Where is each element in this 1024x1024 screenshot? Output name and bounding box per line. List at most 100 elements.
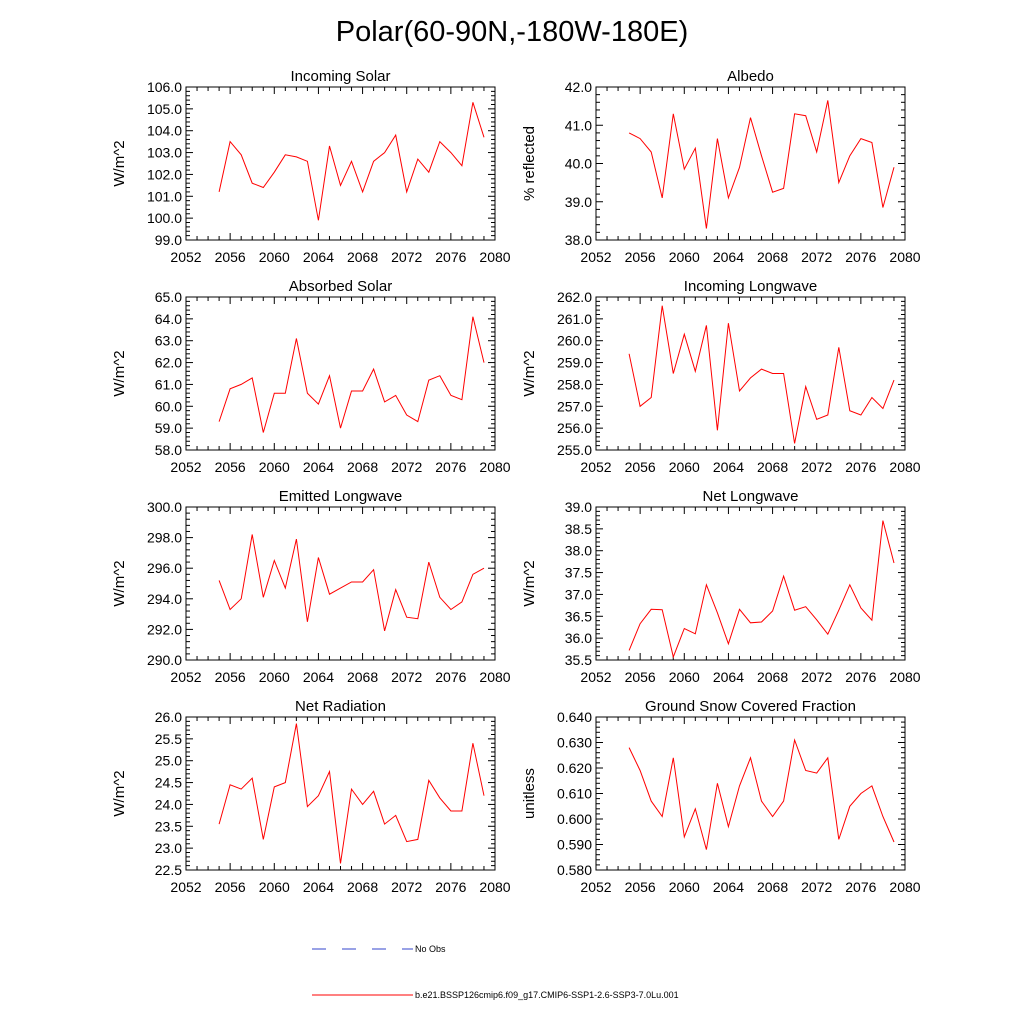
x-tick-label: 2060 (259, 459, 290, 475)
x-tick-label: 2052 (170, 459, 201, 475)
x-tick-label: 2052 (580, 879, 611, 895)
y-tick-label: 22.5 (155, 862, 182, 878)
x-tick-label: 2060 (259, 249, 290, 265)
y-tick-label: 259.0 (557, 355, 592, 371)
series-line (218, 723, 485, 864)
panel-incoming-solar: Incoming Solar W/m^2 2052 2056 2060 2064 2068 2… (111, 68, 511, 265)
x-tick-label: 2068 (347, 249, 378, 265)
panel-albedo: Albedo % reflected 2052 2056 2060 2064 2068 207… (521, 68, 921, 265)
x-tick-label: 2068 (347, 459, 378, 475)
series-line (218, 534, 485, 632)
y-axis-label: % reflected (521, 126, 538, 201)
y-tick-label: 65.0 (155, 289, 182, 305)
y-tick-label: 39.0 (565, 499, 592, 515)
x-tick-label: 2068 (347, 879, 378, 895)
plot-frame (595, 86, 906, 241)
panel-absorbed-solar: Absorbed Solar W/m^2 2052 2056 2060 2064 2068 2… (111, 278, 511, 475)
x-tick-label: 2064 (713, 459, 744, 475)
series-line (218, 102, 485, 221)
panel-title: Incoming Solar (290, 68, 390, 85)
panel-ground-snow-covered-fraction: Ground Snow Covered Fraction unitless 2052… (521, 698, 921, 895)
y-tick-label: 25.5 (155, 731, 182, 747)
x-tick-label: 2072 (801, 879, 832, 895)
y-tick-label: 26.0 (155, 709, 182, 725)
y-tick-label: 64.0 (155, 311, 182, 327)
x-tick-label: 2052 (170, 879, 201, 895)
x-tick-label: 2068 (757, 669, 788, 685)
y-tick-label: 261.0 (557, 311, 592, 327)
x-tick-label: 2052 (170, 249, 201, 265)
y-tick-label: 0.640 (557, 709, 592, 725)
y-axis-label: W/m^2 (111, 770, 128, 816)
y-tick-label: 101.0 (147, 188, 182, 204)
y-tick-label: 41.0 (565, 117, 592, 133)
plot-frame (595, 296, 906, 451)
plot-frame (595, 716, 906, 871)
panel-title: Incoming Longwave (684, 278, 817, 295)
plot-frame (595, 506, 906, 661)
y-tick-label: 290.0 (147, 652, 182, 668)
x-tick-label: 2052 (580, 669, 611, 685)
x-tick-label: 2072 (391, 249, 422, 265)
y-tick-label: 298.0 (147, 530, 182, 546)
series-line (628, 520, 895, 659)
y-tick-label: 38.0 (565, 543, 592, 559)
panel-title: Absorbed Solar (289, 278, 392, 295)
x-tick-label: 2060 (669, 879, 700, 895)
y-tick-label: 0.590 (557, 837, 592, 853)
y-tick-label: 61.0 (155, 376, 182, 392)
y-tick-label: 62.0 (155, 355, 182, 371)
y-tick-label: 258.0 (557, 376, 592, 392)
legend-model-label: b.e21.BSSP126cmip6.f09_g17.CMIP6-SSP1-2.… (415, 990, 679, 1000)
x-tick-label: 2076 (435, 879, 466, 895)
panel-title: Albedo (727, 68, 774, 85)
y-tick-label: 36.5 (565, 608, 592, 624)
y-axis-label: W/m^2 (111, 140, 128, 186)
y-tick-label: 300.0 (147, 499, 182, 515)
panel-net-radiation: Net Radiation W/m^2 2052 2056 2060 2064 2068 20… (111, 698, 511, 895)
x-tick-label: 2080 (479, 249, 510, 265)
series-line (218, 316, 485, 433)
y-tick-label: 102.0 (147, 166, 182, 182)
x-tick-label: 2064 (303, 459, 334, 475)
panel-incoming-longwave: Incoming Longwave W/m^2 2052 2056 2060 2064 20… (521, 278, 921, 475)
y-tick-label: 294.0 (147, 591, 182, 607)
x-tick-label: 2060 (669, 669, 700, 685)
x-tick-label: 2052 (170, 669, 201, 685)
x-tick-label: 2068 (347, 669, 378, 685)
y-tick-label: 255.0 (557, 442, 592, 458)
x-tick-label: 2056 (625, 459, 656, 475)
y-tick-label: 257.0 (557, 398, 592, 414)
x-tick-label: 2064 (303, 879, 334, 895)
x-tick-label: 2080 (479, 879, 510, 895)
y-tick-label: 24.0 (155, 796, 182, 812)
y-tick-label: 23.5 (155, 818, 182, 834)
y-tick-label: 25.0 (155, 753, 182, 769)
panel-emitted-longwave: Emitted Longwave W/m^2 2052 2056 2060 2064 206… (111, 488, 511, 685)
y-axis-label: W/m^2 (521, 560, 538, 606)
x-tick-label: 2080 (889, 249, 920, 265)
plot-frame (185, 506, 496, 661)
y-tick-label: 262.0 (557, 289, 592, 305)
x-tick-label: 2076 (845, 669, 876, 685)
x-tick-label: 2076 (845, 879, 876, 895)
x-tick-label: 2076 (435, 249, 466, 265)
x-tick-label: 2076 (845, 249, 876, 265)
x-tick-label: 2068 (757, 459, 788, 475)
y-axis-label: unitless (521, 768, 538, 819)
x-tick-label: 2064 (303, 249, 334, 265)
x-tick-label: 2056 (625, 669, 656, 685)
y-axis-label: W/m^2 (111, 560, 128, 606)
y-tick-label: 60.0 (155, 398, 182, 414)
x-tick-label: 2072 (801, 249, 832, 265)
y-tick-label: 260.0 (557, 333, 592, 349)
y-tick-label: 36.0 (565, 630, 592, 646)
panel-title: Net Radiation (295, 698, 386, 715)
y-tick-label: 35.5 (565, 652, 592, 668)
x-tick-label: 2064 (713, 879, 744, 895)
x-tick-label: 2060 (259, 669, 290, 685)
x-tick-label: 2056 (625, 249, 656, 265)
x-tick-label: 2064 (713, 249, 744, 265)
x-tick-label: 2060 (259, 879, 290, 895)
x-tick-label: 2072 (391, 459, 422, 475)
